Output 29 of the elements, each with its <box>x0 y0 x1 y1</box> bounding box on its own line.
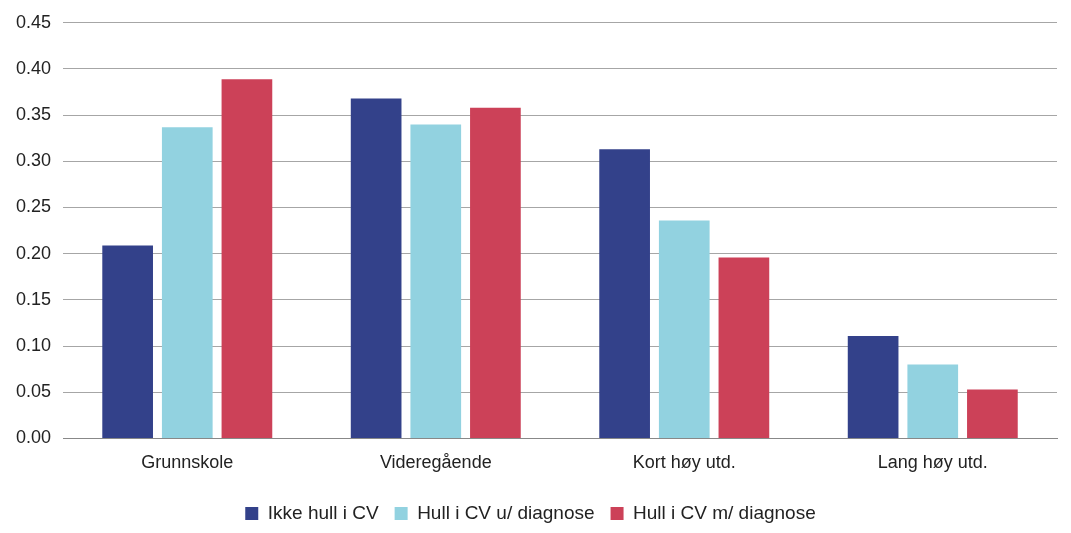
x-tick-label: Lang høy utd. <box>877 452 988 473</box>
legend-label: Hull i CV u/ diagnose <box>417 501 595 523</box>
bar <box>102 245 153 438</box>
x-tick-label: Kort høy utd. <box>632 452 736 473</box>
bar <box>350 98 402 438</box>
y-tick-label: 0.05 <box>15 381 52 402</box>
y-tick-label: 0.45 <box>15 11 52 32</box>
bar <box>658 220 710 438</box>
bar <box>907 364 959 438</box>
y-tick-label: 0.25 <box>15 196 52 217</box>
y-tick-label: 0.20 <box>15 242 52 263</box>
y-tick-label: 0.35 <box>15 104 52 125</box>
bar <box>470 107 521 438</box>
legend-label: Ikke hull i CV <box>267 501 379 523</box>
bar <box>967 389 1018 438</box>
legend-label: Hull i CV m/ diagnose <box>633 501 816 523</box>
x-tick-label: Videregående <box>379 452 492 473</box>
bar <box>718 257 770 438</box>
bar <box>410 124 462 438</box>
bar <box>221 79 273 438</box>
bar <box>161 127 213 438</box>
bar <box>847 335 899 438</box>
x-tick-label: Grunnskole <box>141 452 234 473</box>
y-tick-label: 0.40 <box>15 57 52 78</box>
y-tick-label: 0.30 <box>15 150 52 171</box>
bar <box>599 149 650 438</box>
y-tick-label: 0.00 <box>15 427 52 448</box>
y-tick-label: 0.15 <box>15 288 52 309</box>
y-tick-label: 0.10 <box>15 335 52 356</box>
